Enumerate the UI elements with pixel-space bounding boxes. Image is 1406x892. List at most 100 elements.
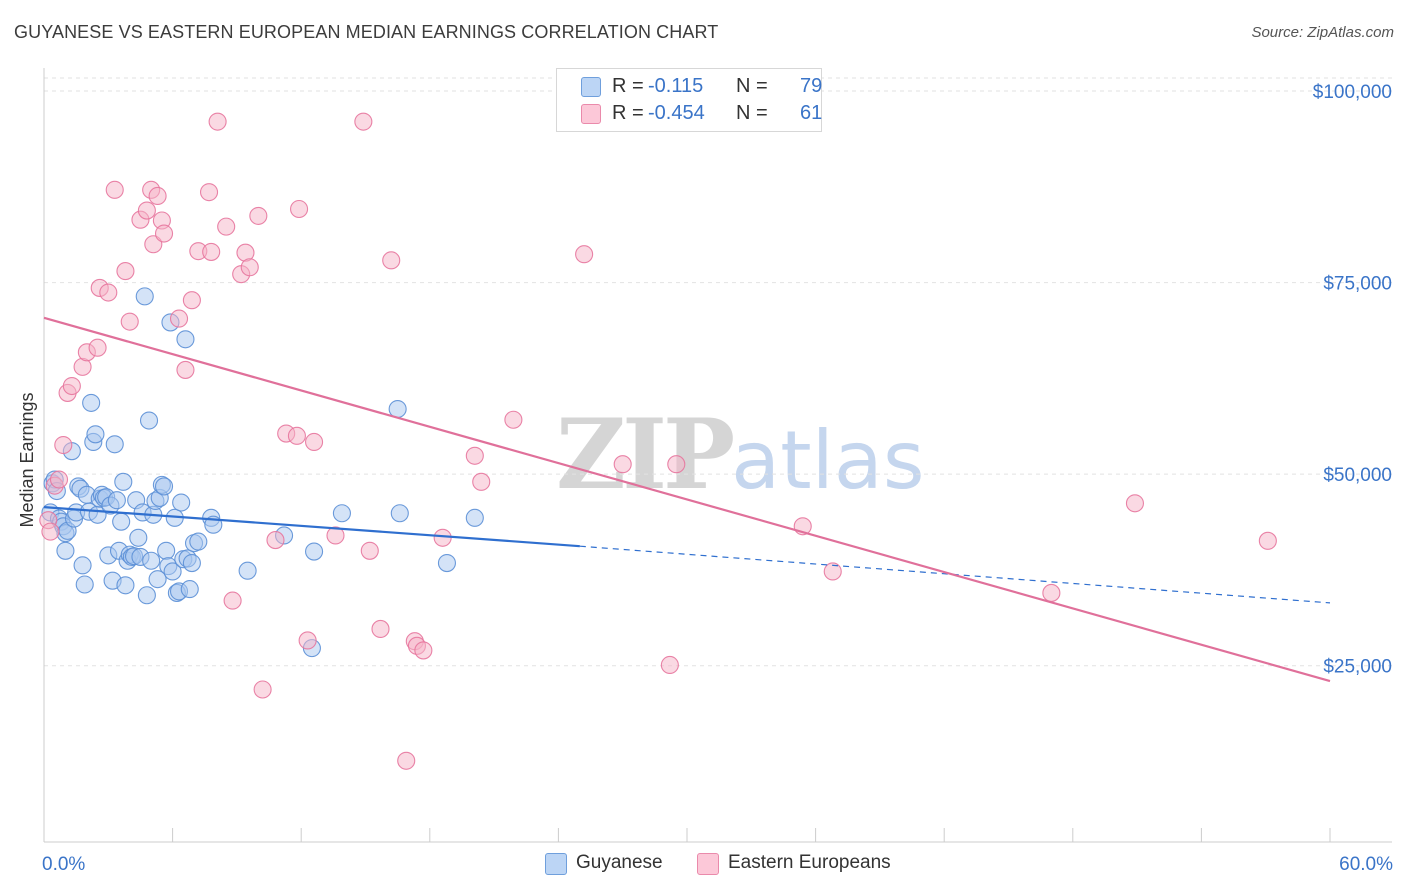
- legend-label: Eastern Europeans: [728, 852, 891, 873]
- point-guyanese: [238, 561, 257, 580]
- point-eastern-europeans: [266, 531, 285, 550]
- point-eastern-europeans: [326, 526, 345, 545]
- point-eastern-europeans: [154, 224, 174, 243]
- stats-box: R = -0.115 N = 79 R = -0.454 N = 61: [556, 68, 822, 132]
- point-eastern-europeans: [1125, 494, 1145, 513]
- stats-n-label: N =: [736, 75, 768, 97]
- point-guyanese: [437, 554, 456, 573]
- point-eastern-europeans: [613, 455, 632, 474]
- legend-label: Guyanese: [576, 852, 663, 873]
- point-guyanese: [112, 512, 131, 531]
- stats-swatch-guyanese: [581, 77, 601, 97]
- y-tick-label: $25,000: [1323, 657, 1392, 678]
- point-eastern-europeans: [202, 242, 221, 261]
- point-eastern-europeans: [354, 112, 373, 131]
- watermark: ZIPatlas: [556, 398, 925, 511]
- point-eastern-europeans: [144, 235, 163, 254]
- point-guyanese: [129, 528, 148, 547]
- x-tick-label: 60.0%: [1339, 854, 1393, 875]
- point-guyanese: [182, 554, 201, 573]
- point-guyanese: [107, 491, 126, 510]
- point-guyanese: [82, 393, 101, 412]
- point-eastern-europeans: [208, 112, 227, 131]
- point-guyanese: [56, 541, 75, 560]
- point-eastern-europeans: [137, 201, 156, 220]
- point-guyanese: [305, 542, 324, 561]
- stats-r-label: R =: [612, 75, 644, 97]
- point-guyanese: [148, 570, 167, 589]
- point-eastern-europeans: [287, 426, 306, 445]
- point-eastern-europeans: [397, 751, 416, 770]
- point-guyanese: [105, 435, 124, 454]
- point-eastern-europeans: [667, 455, 686, 474]
- stats-n-value: 61: [800, 102, 823, 124]
- point-guyanese: [75, 575, 94, 594]
- legend-swatch-guyanese: [545, 853, 567, 875]
- point-eastern-europeans: [199, 183, 219, 202]
- y-tick-label: $75,000: [1323, 274, 1392, 295]
- point-guyanese: [135, 287, 154, 306]
- point-eastern-europeans: [88, 338, 107, 357]
- x-tick-label: 0.0%: [42, 854, 85, 875]
- point-eastern-europeans: [169, 309, 189, 328]
- point-guyanese: [163, 562, 182, 581]
- point-eastern-europeans: [176, 360, 195, 379]
- point-eastern-europeans: [472, 472, 491, 491]
- point-guyanese: [157, 541, 176, 560]
- point-eastern-europeans: [823, 562, 842, 581]
- point-guyanese: [116, 576, 135, 595]
- point-eastern-europeans: [1042, 583, 1061, 602]
- trendline-eastern-europeans: [43, 316, 1331, 683]
- stats-n-value: 79: [800, 75, 823, 97]
- point-eastern-europeans: [120, 312, 139, 331]
- stats-r-value: -0.454: [648, 102, 705, 124]
- y-tick-label: $50,000: [1323, 465, 1392, 486]
- point-guyanese: [189, 532, 208, 551]
- point-eastern-europeans: [148, 186, 167, 206]
- point-guyanese: [139, 411, 159, 430]
- point-eastern-europeans: [1258, 531, 1277, 550]
- point-guyanese: [142, 551, 161, 570]
- source-label: Source: ZipAtlas.com: [1251, 24, 1394, 41]
- point-eastern-europeans: [575, 245, 594, 264]
- point-guyanese: [465, 508, 484, 527]
- point-eastern-europeans: [382, 251, 401, 270]
- point-guyanese: [176, 330, 195, 349]
- point-eastern-europeans: [371, 619, 390, 639]
- stats-n-label: N =: [736, 102, 768, 124]
- watermark-atlas: atlas: [731, 414, 925, 507]
- point-eastern-europeans: [290, 199, 309, 219]
- point-guyanese: [172, 493, 191, 512]
- point-eastern-europeans: [504, 410, 523, 429]
- point-eastern-europeans: [360, 541, 379, 560]
- point-guyanese: [154, 477, 174, 496]
- y-tick-label: $100,000: [1313, 82, 1392, 103]
- watermark-zip: ZIP: [556, 398, 735, 511]
- point-guyanese: [86, 425, 105, 444]
- point-eastern-europeans: [105, 180, 124, 199]
- point-eastern-europeans: [253, 680, 272, 699]
- point-eastern-europeans: [217, 217, 236, 236]
- point-eastern-europeans: [116, 262, 135, 281]
- point-eastern-europeans: [414, 641, 433, 660]
- point-guyanese: [332, 504, 351, 523]
- trendline-guyanese: [43, 506, 580, 548]
- point-eastern-europeans: [240, 258, 259, 277]
- point-eastern-europeans: [298, 631, 317, 650]
- point-eastern-europeans: [465, 446, 484, 465]
- point-guyanese: [180, 580, 199, 599]
- stats-swatch-eastern-europeans: [581, 104, 601, 124]
- legend-swatch-eastern-europeans: [697, 853, 719, 875]
- stats-r-label: R =: [612, 102, 644, 124]
- point-eastern-europeans: [305, 432, 324, 452]
- point-guyanese: [390, 504, 409, 523]
- point-eastern-europeans: [660, 655, 679, 675]
- point-guyanese: [114, 472, 133, 491]
- stats-r-value: -0.115: [648, 75, 704, 97]
- point-eastern-europeans: [249, 206, 268, 225]
- point-eastern-europeans: [49, 470, 69, 489]
- point-eastern-europeans: [433, 528, 452, 547]
- point-eastern-europeans: [62, 376, 81, 396]
- point-guyanese: [73, 556, 92, 575]
